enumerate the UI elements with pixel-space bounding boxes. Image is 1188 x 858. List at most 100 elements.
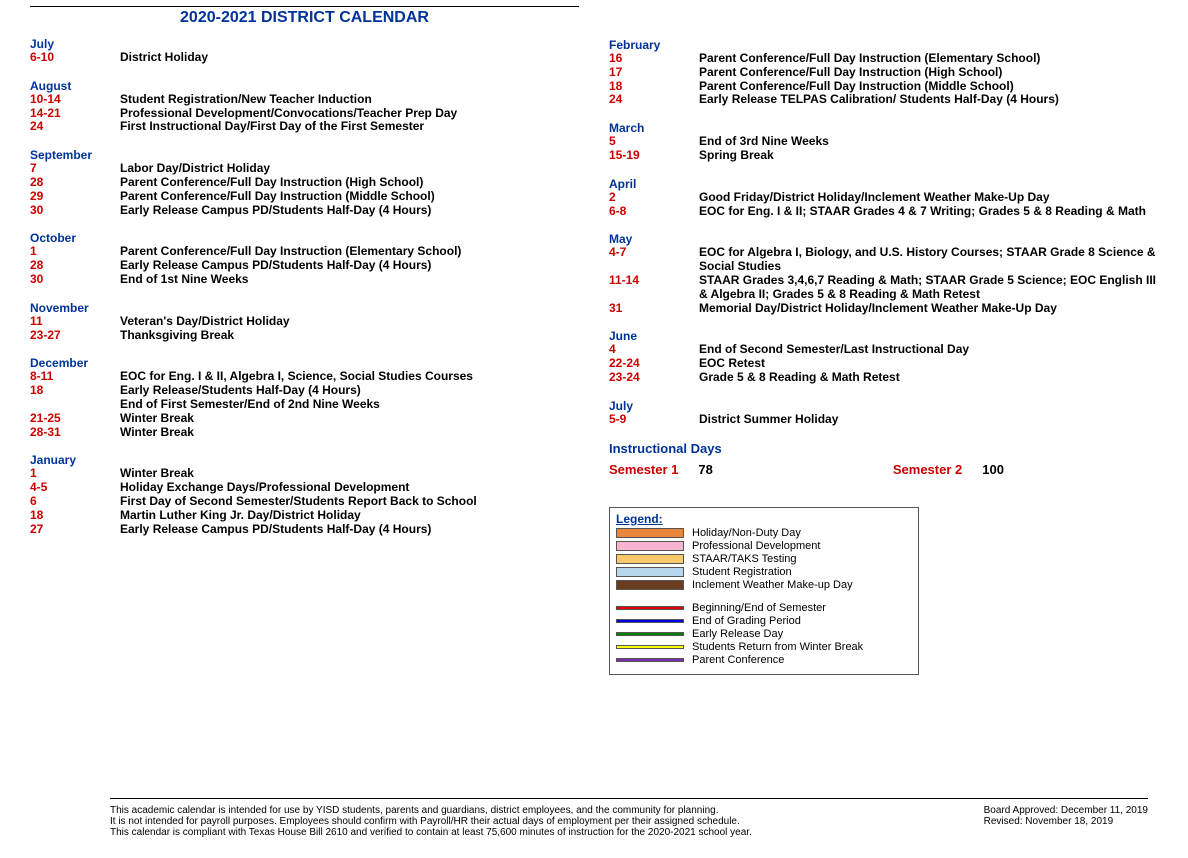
- month-block: July5-9District Summer Holiday: [609, 399, 1158, 427]
- legend-label: Holiday/Non-Duty Day: [692, 527, 801, 539]
- month-block: May4-7EOC for Algebra I, Biology, and U.…: [609, 232, 1158, 315]
- legend-title: Legend:: [616, 512, 912, 526]
- calendar-entry: 6-8EOC for Eng. I & II; STAAR Grades 4 &…: [609, 205, 1158, 219]
- footer-line2: It is not intended for payroll purposes.…: [110, 816, 752, 827]
- entry-description: Winter Break: [120, 426, 579, 440]
- entry-date: 10-14: [30, 93, 120, 107]
- legend-label: Professional Development: [692, 540, 820, 552]
- calendar-entry: 21-25Winter Break: [30, 412, 579, 426]
- calendar-entry: 14-21Professional Development/Convocatio…: [30, 107, 579, 121]
- calendar-entry: End of First Semester/End of 2nd Nine We…: [30, 398, 579, 412]
- entry-date: 5: [609, 135, 699, 149]
- entry-description: End of 3rd Nine Weeks: [699, 135, 1158, 149]
- entry-date: 1: [30, 245, 120, 259]
- entry-description: First Instructional Day/First Day of the…: [120, 120, 579, 134]
- month-block: March5End of 3rd Nine Weeks15-19Spring B…: [609, 121, 1158, 163]
- footer-approved: Board Approved: December 11, 2019: [984, 805, 1148, 816]
- entry-date: 29: [30, 190, 120, 204]
- entry-description: Winter Break: [120, 467, 579, 481]
- entry-date: 6-10: [30, 51, 120, 65]
- entry-date: 6: [30, 495, 120, 509]
- calendar-entry: 8-11EOC for Eng. I & II, Algebra I, Scie…: [30, 370, 579, 384]
- right-column: February16Parent Conference/Full Day Ins…: [609, 0, 1158, 675]
- entry-description: EOC for Eng. I & II, Algebra I, Science,…: [120, 370, 579, 384]
- legend-row: Parent Conference: [616, 654, 912, 666]
- entry-date: 30: [30, 273, 120, 287]
- calendar-entry: 7Labor Day/District Holiday: [30, 162, 579, 176]
- entry-date: 2: [609, 191, 699, 205]
- calendar-entry: 17Parent Conference/Full Day Instruction…: [609, 66, 1158, 80]
- entry-date: 18: [609, 80, 699, 94]
- month-block: December8-11EOC for Eng. I & II, Algebra…: [30, 356, 579, 439]
- footer: This academic calendar is intended for u…: [110, 798, 1148, 838]
- month-block: July6-10District Holiday: [30, 37, 579, 65]
- entry-date: 23-24: [609, 371, 699, 385]
- entry-date: 24: [609, 93, 699, 107]
- month-name: July: [609, 399, 1158, 413]
- semester2-label: Semester 2: [893, 462, 962, 477]
- calendar-entry: 4End of Second Semester/Last Instruction…: [609, 343, 1158, 357]
- entry-date: 17: [609, 66, 699, 80]
- semester2-value: 100: [982, 462, 1004, 477]
- calendar-entry: 24First Instructional Day/First Day of t…: [30, 120, 579, 134]
- legend-box: Legend: Holiday/Non-Duty DayProfessional…: [609, 507, 919, 675]
- calendar-entry: 18Early Release/Students Half-Day (4 Hou…: [30, 384, 579, 398]
- footer-right: Board Approved: December 11, 2019 Revise…: [984, 805, 1148, 838]
- entry-description: EOC for Eng. I & II; STAAR Grades 4 & 7 …: [699, 205, 1158, 219]
- entry-description: STAAR Grades 3,4,6,7 Reading & Math; STA…: [699, 274, 1158, 302]
- entry-date: 6-8: [609, 205, 699, 219]
- entry-description: Grade 5 & 8 Reading & Math Retest: [699, 371, 1158, 385]
- calendar-entry: 11Veteran's Day/District Holiday: [30, 315, 579, 329]
- legend-swatch: [616, 554, 684, 564]
- legend-swatch: [616, 606, 684, 610]
- month-block: June4End of Second Semester/Last Instruc…: [609, 329, 1158, 384]
- calendar-entry: 23-24Grade 5 & 8 Reading & Math Retest: [609, 371, 1158, 385]
- legend-row: Holiday/Non-Duty Day: [616, 527, 912, 539]
- footer-left: This academic calendar is intended for u…: [110, 805, 752, 838]
- month-block: August10-14Student Registration/New Teac…: [30, 79, 579, 134]
- entry-date: 15-19: [609, 149, 699, 163]
- calendar-entry: 30End of 1st Nine Weeks: [30, 273, 579, 287]
- legend-swatch: [616, 567, 684, 577]
- entry-date: 8-11: [30, 370, 120, 384]
- entry-description: Parent Conference/Full Day Instruction (…: [120, 245, 579, 259]
- entry-date: 16: [609, 52, 699, 66]
- entry-description: First Day of Second Semester/Students Re…: [120, 495, 579, 509]
- legend-label: Students Return from Winter Break: [692, 641, 863, 653]
- entry-date: 30: [30, 204, 120, 218]
- legend-label: End of Grading Period: [692, 615, 801, 627]
- entry-description: Veteran's Day/District Holiday: [120, 315, 579, 329]
- entry-date: 5-9: [609, 413, 699, 427]
- entry-date: 18: [30, 384, 120, 398]
- calendar-entry: 28Early Release Campus PD/Students Half-…: [30, 259, 579, 273]
- calendar-entry: 10-14Student Registration/New Teacher In…: [30, 93, 579, 107]
- entry-description: EOC for Algebra I, Biology, and U.S. His…: [699, 246, 1158, 274]
- calendar-entry: 27Early Release Campus PD/Students Half-…: [30, 523, 579, 537]
- calendar-entry: 6-10District Holiday: [30, 51, 579, 65]
- top-rule: [30, 6, 579, 7]
- entry-date: 28: [30, 259, 120, 273]
- calendar-entry: 1Winter Break: [30, 467, 579, 481]
- entry-description: Spring Break: [699, 149, 1158, 163]
- entry-date: 4-5: [30, 481, 120, 495]
- calendar-entry: 2Good Friday/District Holiday/Inclement …: [609, 191, 1158, 205]
- legend-swatch: [616, 632, 684, 636]
- calendar-entry: 24Early Release TELPAS Calibration/ Stud…: [609, 93, 1158, 107]
- calendar-entry: 30Early Release Campus PD/Students Half-…: [30, 204, 579, 218]
- semester1-label: Semester 1: [609, 462, 678, 477]
- month-name: June: [609, 329, 1158, 343]
- entry-description: Holiday Exchange Days/Professional Devel…: [120, 481, 579, 495]
- calendar-entry: 28-31Winter Break: [30, 426, 579, 440]
- entry-description: Labor Day/District Holiday: [120, 162, 579, 176]
- entry-date: 22-24: [609, 357, 699, 371]
- legend-row: Beginning/End of Semester: [616, 602, 912, 614]
- month-block: April2Good Friday/District Holiday/Incle…: [609, 177, 1158, 219]
- entry-date: 21-25: [30, 412, 120, 426]
- month-name: March: [609, 121, 1158, 135]
- month-name: May: [609, 232, 1158, 246]
- entry-description: EOC Retest: [699, 357, 1158, 371]
- month-name: December: [30, 356, 579, 370]
- entry-date: 4: [609, 343, 699, 357]
- legend-row: End of Grading Period: [616, 615, 912, 627]
- legend-row: Early Release Day: [616, 628, 912, 640]
